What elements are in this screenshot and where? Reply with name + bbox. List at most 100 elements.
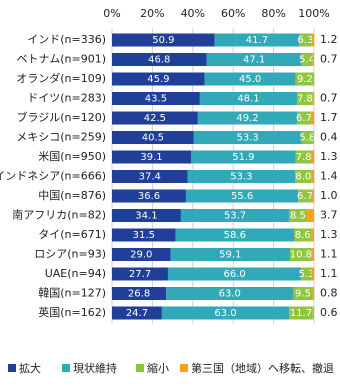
bar-segment bbox=[289, 209, 307, 222]
bar-segment bbox=[310, 111, 315, 125]
bar-segment bbox=[112, 72, 205, 86]
value-label: 31.5 bbox=[133, 230, 155, 241]
bar-segment bbox=[295, 150, 312, 164]
bar-segment bbox=[312, 53, 314, 66]
bar-segment bbox=[112, 209, 181, 222]
y-tick-label: オランダ(n=109) bbox=[16, 71, 106, 85]
value-label: 8.0 bbox=[295, 172, 311, 183]
bar-segment bbox=[166, 287, 294, 300]
legend-swatch bbox=[180, 364, 188, 372]
value-label: 53.7 bbox=[224, 211, 246, 222]
value-label: 10.8 bbox=[290, 250, 312, 261]
bar-segment bbox=[170, 248, 290, 261]
y-tick-label: ロシア(n=93) bbox=[34, 248, 106, 261]
y-tick-label: インド(n=336) bbox=[27, 33, 106, 46]
value-label: 1.3 bbox=[320, 228, 338, 241]
legend-label: 現状維持 bbox=[73, 361, 117, 375]
y-tick-label: タイ(n=671) bbox=[38, 228, 106, 241]
value-label: 29.0 bbox=[130, 250, 152, 261]
legend-label: 縮小 bbox=[147, 361, 169, 375]
value-label: 39.1 bbox=[140, 152, 162, 163]
value-label: 0.7 bbox=[320, 92, 338, 105]
value-label: 8.6 bbox=[295, 230, 311, 241]
bar-segment bbox=[112, 33, 215, 47]
value-label: 50.9 bbox=[152, 35, 174, 46]
value-label: 8.5 bbox=[290, 211, 306, 222]
bar-segment bbox=[185, 189, 299, 203]
bar-segment bbox=[295, 170, 312, 183]
value-label: 45.9 bbox=[147, 74, 169, 85]
bar-segment bbox=[306, 209, 314, 222]
value-label: 63.0 bbox=[214, 308, 236, 319]
bar-segment bbox=[112, 248, 171, 261]
value-label: 7.8 bbox=[297, 94, 313, 105]
bar-segment bbox=[312, 92, 315, 105]
value-label: 1.7 bbox=[320, 111, 338, 124]
value-label: 53.3 bbox=[237, 133, 259, 144]
bar-segment bbox=[311, 170, 315, 183]
y-tick-label: 中国(n=876) bbox=[38, 189, 106, 202]
value-label: 46.8 bbox=[148, 55, 170, 66]
x-tick-label: 80% bbox=[261, 7, 285, 20]
bar-segment bbox=[298, 189, 312, 203]
value-label: 58.6 bbox=[224, 230, 246, 241]
bar-segment bbox=[112, 131, 194, 144]
bar-segment bbox=[312, 287, 315, 300]
bar-segment bbox=[112, 228, 176, 242]
value-label: 45.0 bbox=[239, 74, 261, 85]
value-label: 9.2 bbox=[297, 74, 313, 85]
bar-segment bbox=[311, 228, 314, 242]
bar-segment bbox=[313, 131, 314, 144]
bar-segment bbox=[190, 150, 296, 164]
value-label: 26.8 bbox=[128, 289, 150, 300]
x-tick-label: 40% bbox=[181, 7, 205, 20]
bar-segment bbox=[289, 248, 312, 261]
bar-segment bbox=[112, 287, 167, 300]
y-tick-label: UAE(n=94) bbox=[45, 267, 106, 280]
bar-segment bbox=[294, 228, 312, 242]
value-label: 41.7 bbox=[246, 35, 268, 46]
bar-segment bbox=[112, 53, 207, 66]
value-label: 0.8 bbox=[320, 287, 338, 300]
value-label: 55.6 bbox=[231, 191, 253, 202]
value-label: 6.3 bbox=[297, 35, 313, 46]
value-label: 36.6 bbox=[138, 191, 160, 202]
bar-segment bbox=[312, 306, 314, 320]
value-label: 6.7 bbox=[296, 113, 312, 124]
value-label: 43.5 bbox=[145, 94, 167, 105]
bar-segment bbox=[311, 267, 315, 281]
value-label: 1.1 bbox=[320, 248, 338, 261]
value-label: 24.7 bbox=[126, 308, 148, 319]
bar-segment bbox=[112, 189, 186, 203]
value-label: 0.6 bbox=[320, 306, 338, 319]
bar-segment bbox=[197, 111, 298, 125]
bar-segment bbox=[199, 92, 298, 105]
bar-segment bbox=[301, 53, 313, 66]
bar-segment bbox=[301, 267, 312, 281]
value-label: 6.7 bbox=[297, 191, 313, 202]
bar-segment bbox=[311, 150, 315, 164]
x-tick-label: 60% bbox=[221, 7, 245, 20]
bar-segment bbox=[193, 131, 302, 144]
bar-segment bbox=[112, 267, 168, 281]
value-label: 37.4 bbox=[139, 172, 161, 183]
value-label: 53.3 bbox=[230, 172, 252, 183]
bar-segment bbox=[112, 92, 200, 105]
value-label: 9.5 bbox=[295, 289, 311, 300]
value-label: 11.7 bbox=[290, 308, 312, 319]
value-label: 66.0 bbox=[223, 269, 245, 280]
value-label: 5.3 bbox=[299, 269, 315, 280]
bar-segment bbox=[311, 33, 315, 47]
legend-label: 第三国（地域）へ移転、撤退 bbox=[191, 361, 334, 375]
value-label: 1.1 bbox=[320, 267, 338, 280]
value-label: 47.1 bbox=[243, 55, 265, 66]
value-label: 42.5 bbox=[144, 113, 166, 124]
value-label: 1.2 bbox=[320, 33, 338, 46]
x-tick-label: 20% bbox=[140, 7, 164, 20]
x-tick-label: 100% bbox=[298, 7, 329, 20]
bar-segment bbox=[311, 248, 314, 261]
legend-swatch bbox=[8, 364, 16, 372]
bar-segment bbox=[214, 33, 300, 47]
value-label: 5.4 bbox=[299, 55, 315, 66]
